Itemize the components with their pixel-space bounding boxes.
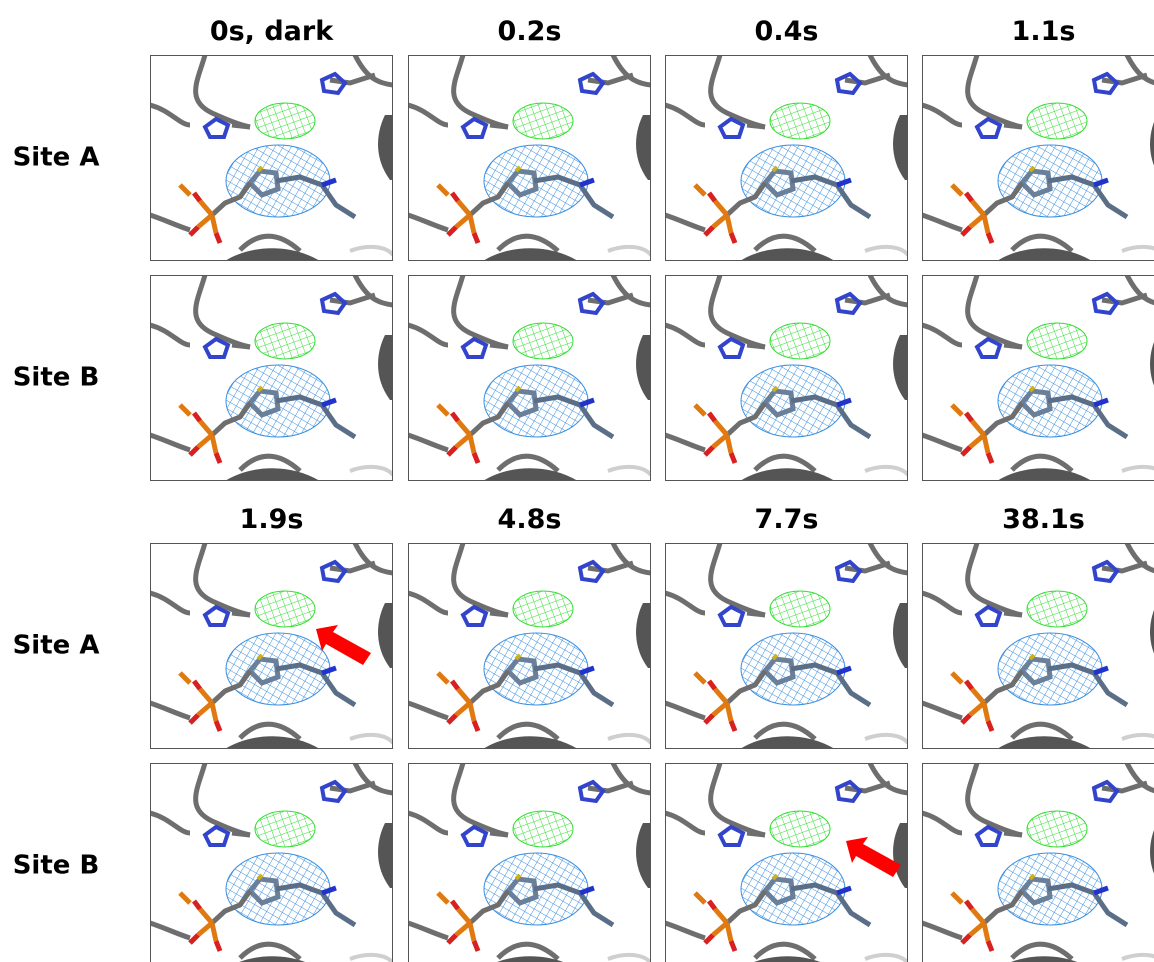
page: 0s, dark 0.2s 0.4s 1.1s Site A Site B 1.9s 4.8s… xyxy=(0,0,1154,962)
structure-panel xyxy=(408,55,651,261)
column-header: 0.2s xyxy=(498,16,562,47)
row-label: Site A xyxy=(13,631,100,661)
structure-panel xyxy=(150,55,393,261)
structure-panel xyxy=(922,55,1154,261)
column-header: 1.9s xyxy=(240,504,304,535)
column-header: 38.1s xyxy=(1002,504,1085,535)
structure-panel xyxy=(922,275,1154,481)
structure-panel xyxy=(922,763,1154,962)
row-label: Site B xyxy=(13,363,100,393)
structure-panel xyxy=(665,55,908,261)
column-header: 0s, dark xyxy=(210,16,334,47)
structure-panel xyxy=(408,763,651,962)
column-header: 7.7s xyxy=(755,504,819,535)
row-label: Site B xyxy=(13,851,100,881)
structure-panel xyxy=(150,763,393,962)
column-header: 1.1s xyxy=(1012,16,1076,47)
structure-panel xyxy=(665,275,908,481)
structure-panel xyxy=(150,275,393,481)
structure-panel xyxy=(408,275,651,481)
row-label: Site A xyxy=(13,143,100,173)
structure-panel xyxy=(408,543,651,749)
structure-panel xyxy=(665,543,908,749)
column-header: 0.4s xyxy=(755,16,819,47)
figure: 0s, dark 0.2s 0.4s 1.1s Site A Site B 1.9s 4.8s… xyxy=(0,0,1154,962)
structure-panel xyxy=(922,543,1154,749)
column-header: 4.8s xyxy=(498,504,562,535)
